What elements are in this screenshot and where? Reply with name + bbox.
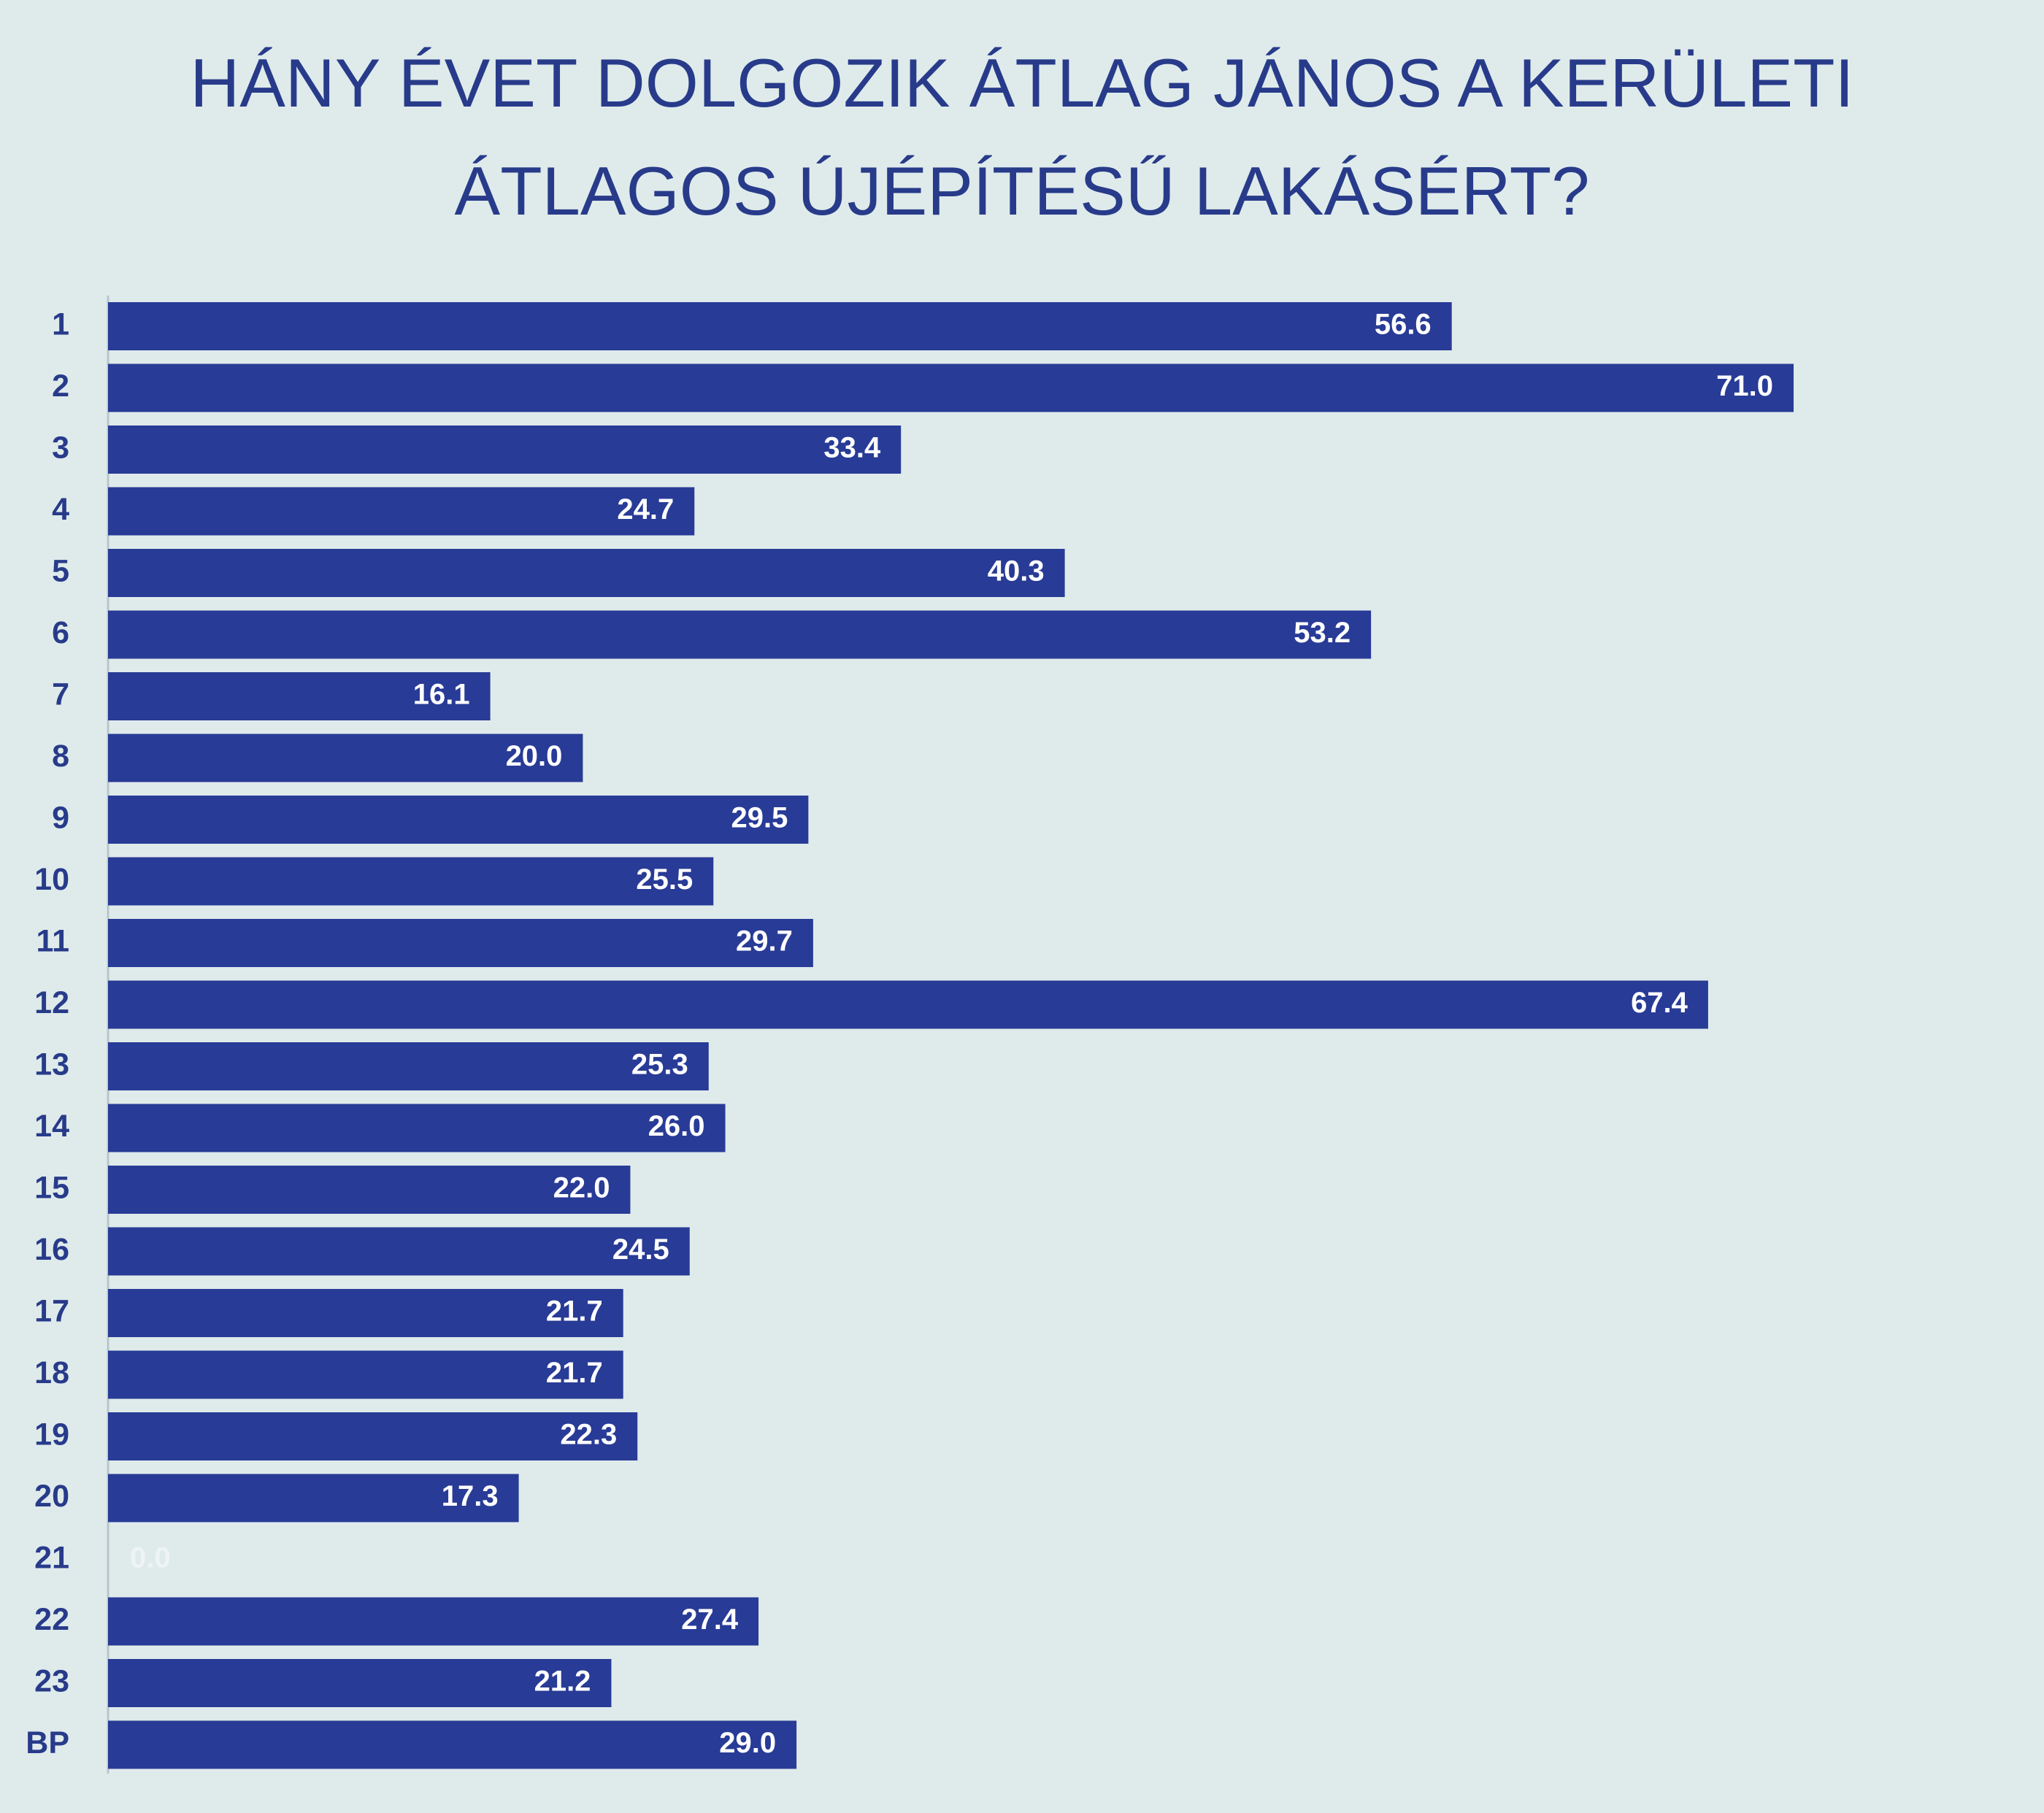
y-tick-label: 8 <box>52 739 69 774</box>
bar <box>108 1289 623 1337</box>
value-label: 29.7 <box>736 925 793 958</box>
y-tick-label: 6 <box>52 615 69 650</box>
bar <box>108 1720 797 1769</box>
value-label: 25.3 <box>631 1049 688 1081</box>
bar <box>108 980 1708 1029</box>
y-tick-label: 12 <box>34 985 69 1020</box>
bar <box>108 857 714 906</box>
y-tick-label: 13 <box>34 1047 69 1082</box>
bar <box>108 1412 638 1460</box>
value-label: 56.6 <box>1375 309 1432 341</box>
value-label: 22.3 <box>560 1419 617 1451</box>
value-label: 27.4 <box>681 1604 739 1636</box>
bar <box>108 1474 519 1523</box>
y-tick-label: 19 <box>34 1417 69 1452</box>
y-tick-label: 16 <box>34 1232 69 1267</box>
value-label: 21.7 <box>546 1357 603 1389</box>
y-tick-label: 3 <box>52 430 69 465</box>
value-label: 26.0 <box>648 1110 705 1142</box>
y-tick-label: 11 <box>36 923 69 958</box>
bar <box>108 672 491 720</box>
value-label: 21.7 <box>546 1296 603 1328</box>
y-tick-label: 20 <box>34 1479 69 1514</box>
y-tick-label: 21 <box>34 1540 69 1575</box>
y-tick-label: 9 <box>52 800 69 835</box>
y-tick-label: 2 <box>52 369 69 404</box>
y-tick-label: 4 <box>52 492 69 527</box>
y-tick-label: 22 <box>34 1602 69 1637</box>
value-label: 24.5 <box>612 1233 669 1266</box>
value-label: 22.0 <box>553 1172 610 1204</box>
value-label: 53.2 <box>1294 617 1350 649</box>
value-label: 16.1 <box>413 679 470 711</box>
chart-title: HÁNY ÉVET DOLGOZIK ÁTLAG JÁNOS A KERÜLET… <box>190 45 1854 229</box>
y-tick-label: 18 <box>34 1355 69 1390</box>
bar <box>108 487 695 536</box>
bar <box>108 426 902 474</box>
bar <box>108 1042 709 1090</box>
bar <box>108 1597 759 1646</box>
bar <box>108 734 583 782</box>
value-label: 71.0 <box>1716 370 1773 402</box>
bar <box>108 1350 623 1399</box>
value-label: 24.7 <box>617 493 674 526</box>
value-label: 67.4 <box>1631 987 1688 1019</box>
value-label: 0.0 <box>130 1542 171 1574</box>
bar <box>108 1166 631 1214</box>
value-label: 17.3 <box>442 1480 499 1512</box>
bar <box>108 1227 690 1276</box>
value-label: 29.0 <box>719 1727 776 1759</box>
value-label: 33.4 <box>823 432 881 464</box>
bar <box>108 302 1452 350</box>
y-tick-label: 5 <box>52 553 69 588</box>
y-tick-label: 15 <box>34 1170 69 1205</box>
y-tick-label: 17 <box>34 1293 69 1328</box>
y-tick-label: 10 <box>34 862 69 897</box>
bar <box>108 796 809 844</box>
value-label: 29.5 <box>731 802 788 834</box>
value-label: 21.2 <box>534 1666 591 1698</box>
bar <box>108 610 1372 659</box>
value-label: 40.3 <box>988 555 1045 588</box>
y-tick-label: 7 <box>52 677 69 712</box>
y-tick-label: BP <box>26 1725 69 1760</box>
bar <box>108 549 1065 597</box>
bar <box>108 919 813 967</box>
bar <box>108 363 1794 412</box>
bar <box>108 1104 726 1152</box>
bar <box>108 1659 612 1707</box>
y-tick-label: 1 <box>52 307 69 342</box>
value-label: 20.0 <box>506 740 563 772</box>
value-label: 25.5 <box>636 863 693 896</box>
y-tick-label: 14 <box>34 1109 69 1144</box>
y-tick-label: 23 <box>34 1663 69 1698</box>
